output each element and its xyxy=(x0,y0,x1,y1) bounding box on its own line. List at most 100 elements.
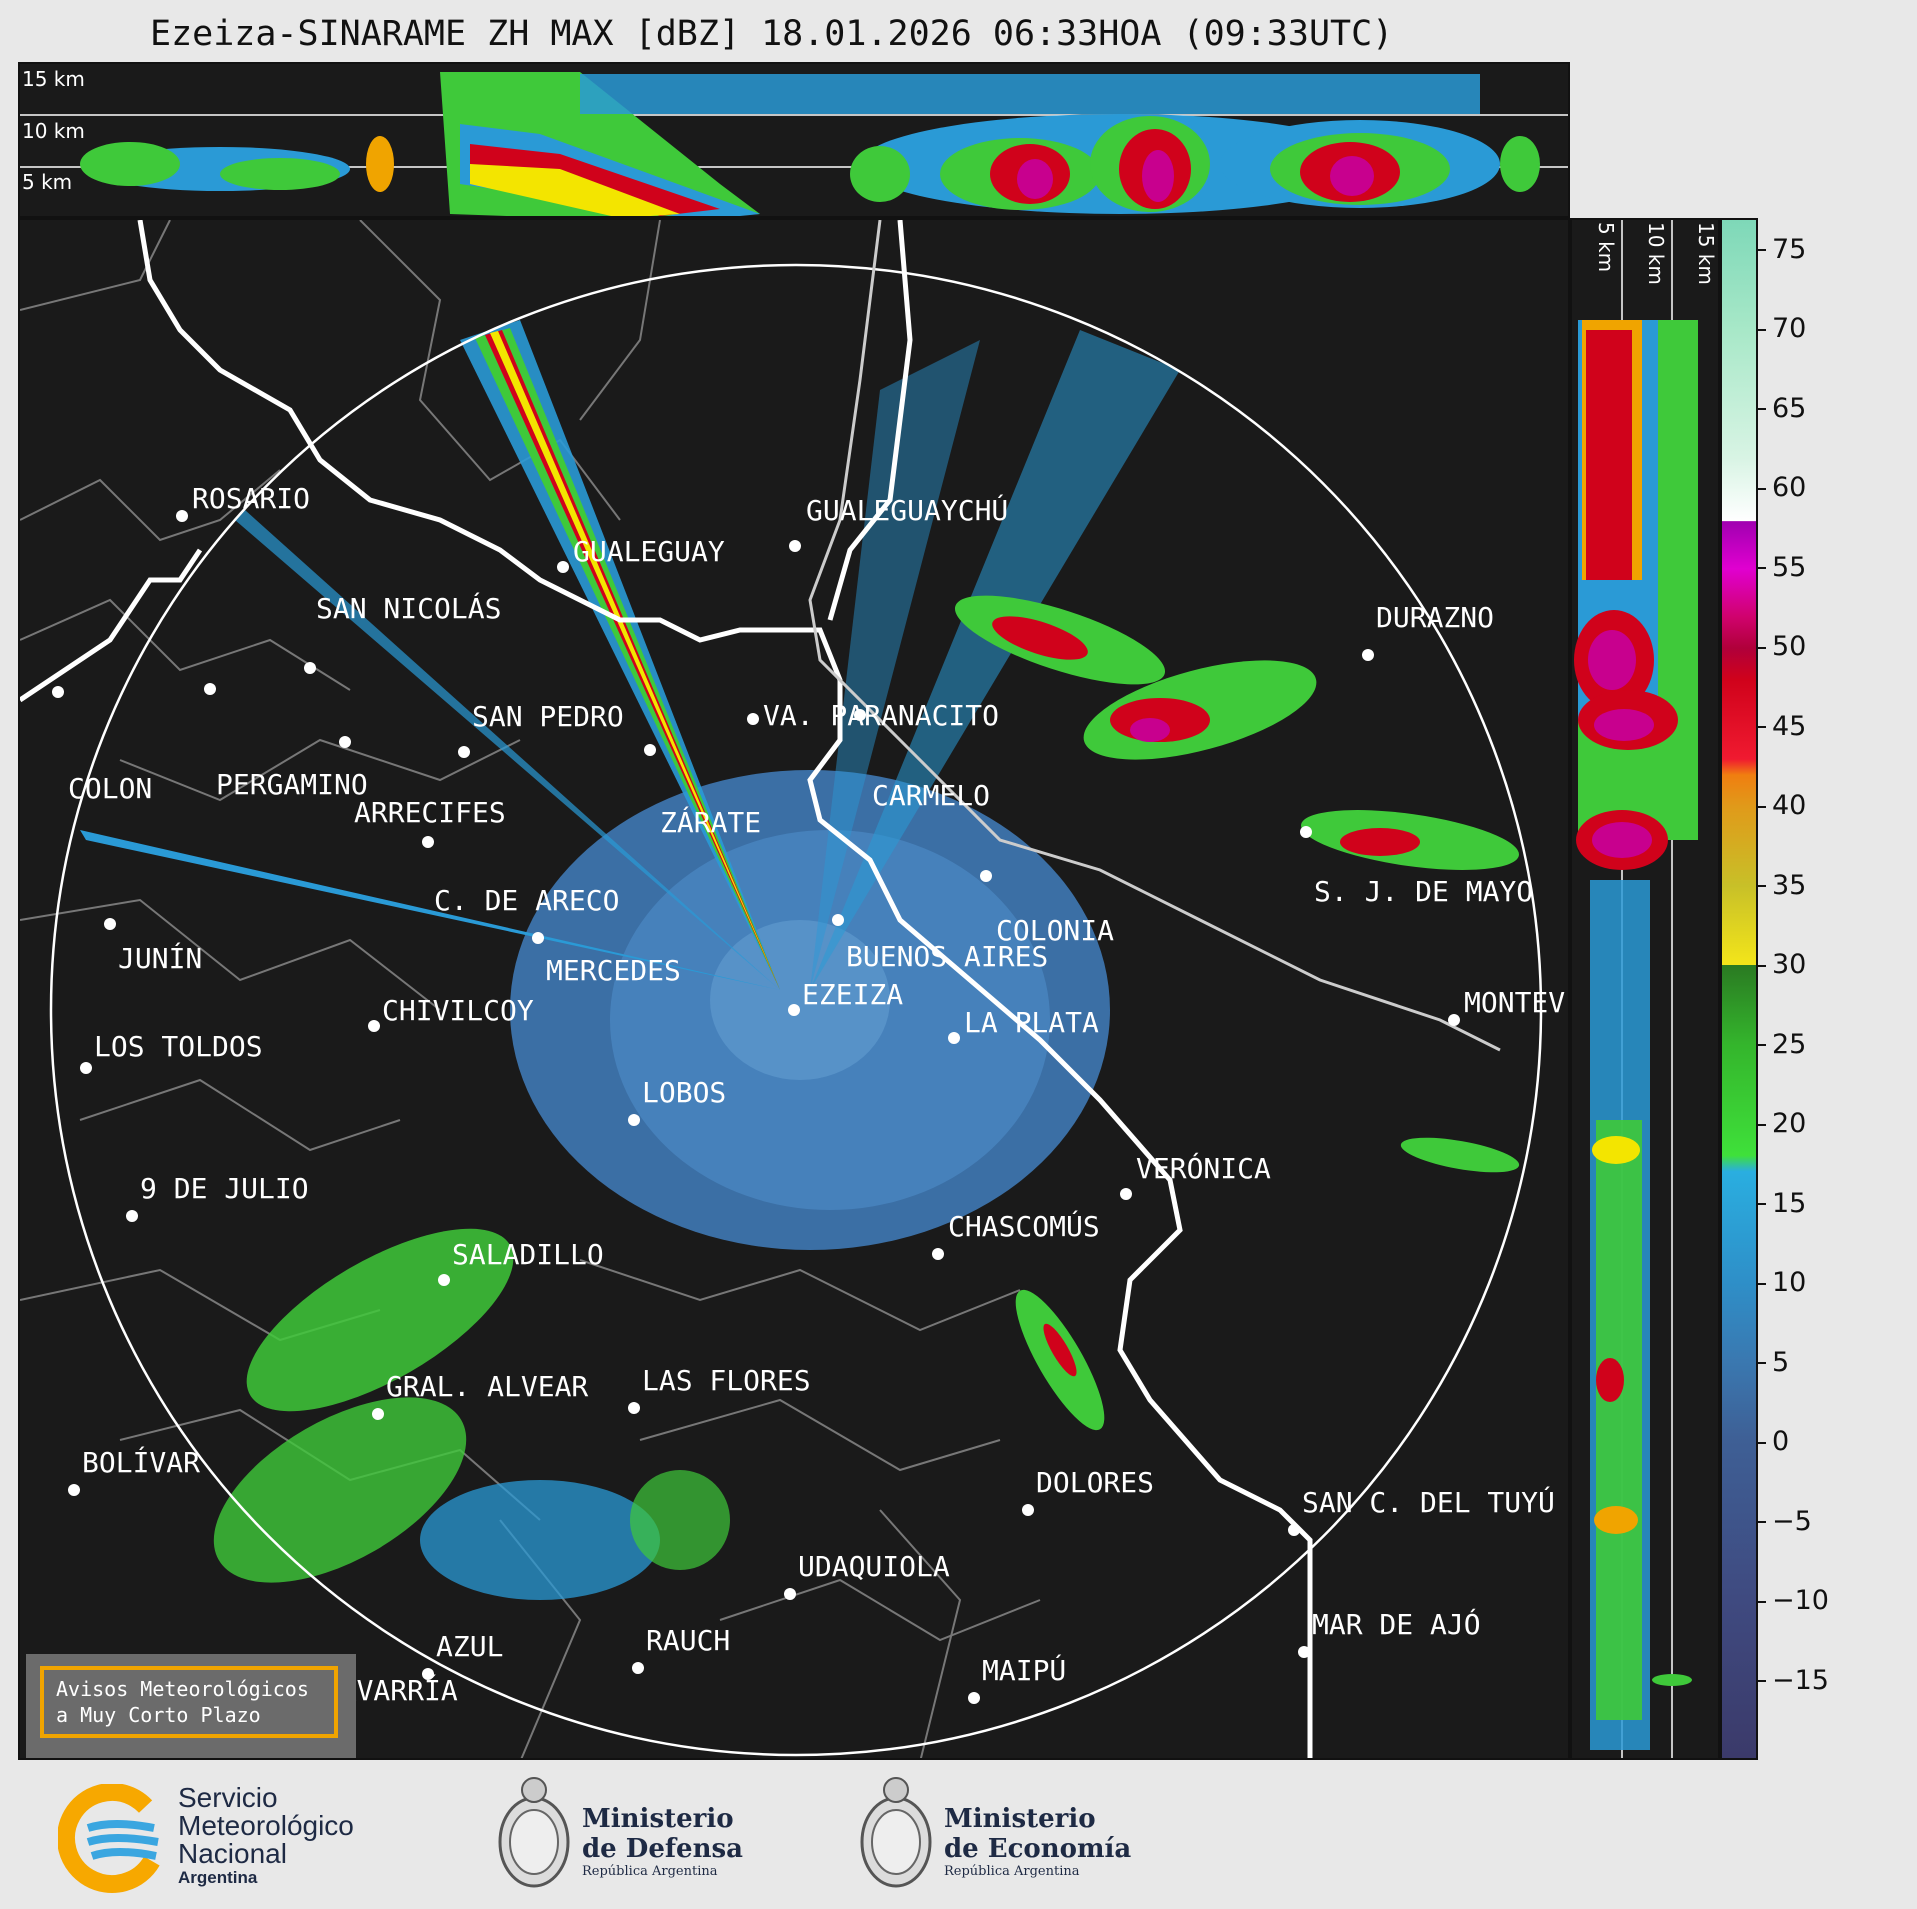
city-dot xyxy=(532,932,544,944)
aviso-box[interactable]: Avisos Meteorológicos a Muy Corto Plazo xyxy=(26,1654,356,1758)
city-label: COLONIA xyxy=(996,914,1114,947)
city-dot xyxy=(80,1062,92,1074)
economia-seal-icon xyxy=(856,1772,936,1896)
city-dot xyxy=(632,1662,644,1674)
city-label: MAIPÚ xyxy=(982,1653,1066,1687)
defensa-logo-text: Ministerio de Defensa República Argentin… xyxy=(582,1804,743,1879)
city-dot xyxy=(304,662,316,674)
city-label: LOS TOLDOS xyxy=(94,1030,263,1063)
city-label: PERGAMINO xyxy=(216,768,368,801)
economia-line2: de Economía xyxy=(944,1834,1132,1864)
city-dot xyxy=(968,1692,980,1704)
height-label-5km-vertical: 5 km xyxy=(1594,222,1618,273)
economia-line1: Ministerio xyxy=(944,1804,1096,1834)
city-dot xyxy=(1022,1504,1034,1516)
radar-map: ROSARIO GUALEGUAYCHÚ GUALEGUAY SAN NICOL… xyxy=(20,220,1565,1758)
city-label: DOLORES xyxy=(1036,1466,1154,1499)
colorbar-tick: 20 xyxy=(1758,1108,1806,1139)
city-dot xyxy=(204,683,216,695)
city-label: SAN PEDRO xyxy=(472,700,624,733)
figure-title: Ezeiza-SINARAME ZH MAX [dBZ] 18.01.2026 … xyxy=(150,14,1394,54)
city-dot xyxy=(747,713,759,725)
defensa-seal-icon xyxy=(494,1772,574,1896)
colorbar-tick: 40 xyxy=(1758,790,1806,821)
city-label: DURAZNO xyxy=(1376,601,1494,634)
city-label: GRAL. ALVEAR xyxy=(386,1370,588,1403)
colorbar-tick: 15 xyxy=(1758,1188,1806,1219)
city-dot xyxy=(422,836,434,848)
city-dot xyxy=(372,1408,384,1420)
city-label: VERÓNICA xyxy=(1136,1151,1271,1185)
height-label-10km-vertical: 10 km xyxy=(1644,222,1668,285)
national-border xyxy=(808,220,1501,1052)
colorbar-tick-label: 55 xyxy=(1772,551,1807,583)
city-label: JUNÍN xyxy=(118,941,202,975)
smn-line2: Meteorológico xyxy=(178,1810,354,1841)
colorbar-tick-label: 75 xyxy=(1772,233,1807,265)
top-cross-section-panel: 15 km 10 km 5 km xyxy=(18,62,1570,218)
city-dot xyxy=(1298,1646,1310,1658)
city-dot xyxy=(832,914,844,926)
colorbar-tick-label: 40 xyxy=(1772,790,1807,822)
defensa-line1: Ministerio xyxy=(582,1804,734,1834)
city-label: C. DE ARECO xyxy=(434,884,619,917)
economia-line3: República Argentina xyxy=(944,1864,1080,1879)
defensa-line3: República Argentina xyxy=(582,1864,718,1879)
smn-logo xyxy=(57,1783,168,1894)
city-label: VA. PARANACITO xyxy=(763,699,999,732)
city-label: LOBOS xyxy=(642,1076,726,1109)
height-label-15km: 15 km xyxy=(22,67,85,91)
colorbar-tick: −10 xyxy=(1758,1585,1829,1616)
city-dot xyxy=(68,1484,80,1496)
district-boundaries xyxy=(20,220,1041,1758)
smn-line1: Servicio xyxy=(178,1782,278,1813)
dbz-colorbar xyxy=(1720,218,1758,1760)
city-dot xyxy=(52,686,64,698)
colorbar-tick-label: 20 xyxy=(1772,1108,1807,1140)
defensa-line2: de Defensa xyxy=(582,1834,743,1864)
smn-line3: Nacional xyxy=(178,1838,287,1869)
colorbar-tick: 45 xyxy=(1758,711,1806,742)
city-dot xyxy=(104,918,116,930)
colorbar-tick-label: 65 xyxy=(1772,392,1807,424)
city-dot xyxy=(1120,1188,1132,1200)
colorbar-tick: 25 xyxy=(1758,1029,1806,1060)
colorbar-tick: 60 xyxy=(1758,472,1806,503)
city-dot xyxy=(948,1032,960,1044)
city-dot xyxy=(1448,1014,1460,1026)
city-label: CHASCOMÚS xyxy=(948,1209,1100,1243)
city-dot xyxy=(980,870,992,882)
storm-cells xyxy=(213,595,1520,1600)
colorbar-tick-label: 25 xyxy=(1772,1028,1807,1060)
aviso-link[interactable]: Avisos Meteorológicos a Muy Corto Plazo xyxy=(40,1666,338,1738)
city-dot xyxy=(1362,649,1374,661)
city-label: MONTEV xyxy=(1464,986,1565,1019)
colorbar-tick: 30 xyxy=(1758,949,1806,980)
city-label: 9 DE JULIO xyxy=(140,1172,309,1205)
city-label: GUALEGUAYCHÚ xyxy=(806,493,1008,527)
smn-logo-text: Servicio Meteorológico Nacional Argentin… xyxy=(178,1784,354,1888)
city-dot xyxy=(422,1668,434,1680)
city-dot xyxy=(784,1588,796,1600)
city-dot xyxy=(932,1248,944,1260)
city-dot xyxy=(628,1114,640,1126)
colorbar-tick: 35 xyxy=(1758,870,1806,901)
city-label: LAS FLORES xyxy=(642,1364,811,1397)
radar-echo-core xyxy=(510,770,1110,1250)
city-label: LA PLATA xyxy=(964,1006,1099,1039)
colorbar-tick-label: 10 xyxy=(1772,1267,1807,1299)
colorbar-tick: 5 xyxy=(1758,1347,1789,1378)
colorbar-tick-label: 35 xyxy=(1772,869,1807,901)
city-dot xyxy=(438,1274,450,1286)
smn-logo-mark xyxy=(57,1783,167,1893)
aviso-line1: Avisos Meteorológicos xyxy=(56,1677,309,1701)
city-label: BOLÍVAR xyxy=(82,1445,200,1479)
colorbar-tick: 70 xyxy=(1758,313,1806,344)
colorbar-tick: 50 xyxy=(1758,631,1806,662)
colorbar-tick-label: 70 xyxy=(1772,313,1807,345)
city-dot xyxy=(789,540,801,552)
colorbar-tick: −5 xyxy=(1758,1506,1812,1537)
right-cross-section-echoes xyxy=(1574,220,1698,1758)
city-label: CARMELO xyxy=(872,779,990,812)
city-label: EZEIZA xyxy=(802,978,903,1011)
